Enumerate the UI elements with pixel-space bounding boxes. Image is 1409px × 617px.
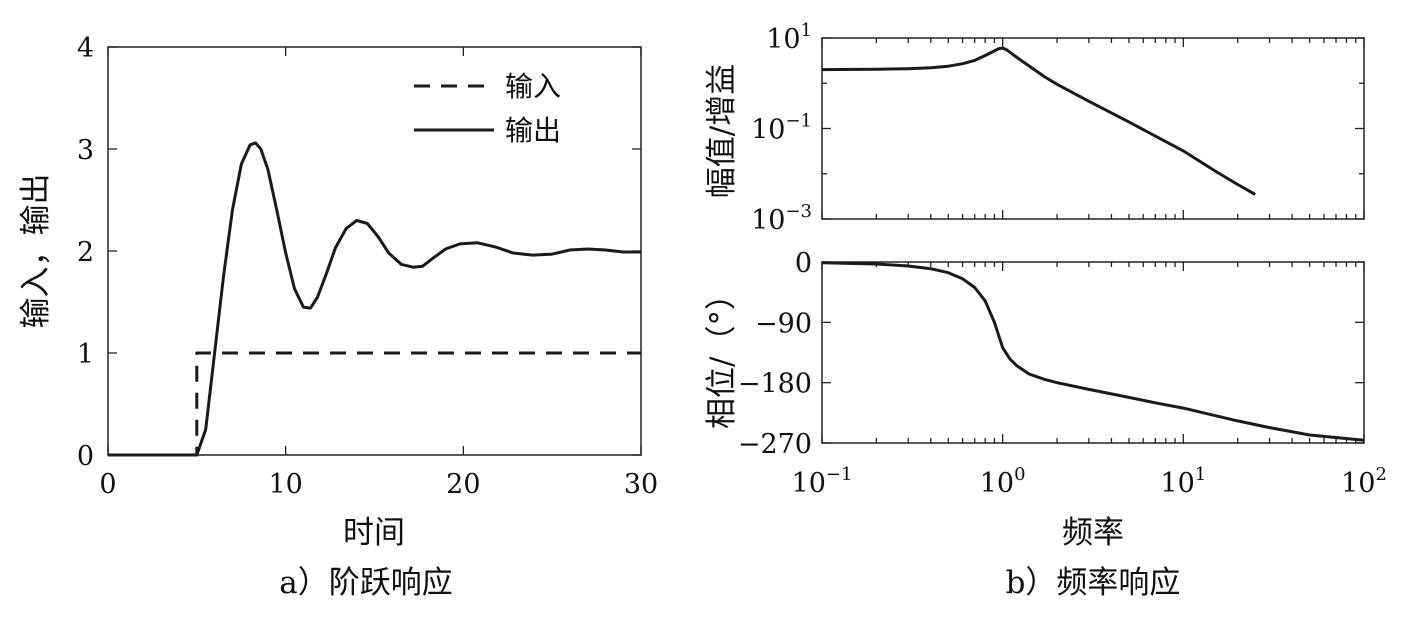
y-tick-label: 0 bbox=[77, 441, 94, 472]
step-response-x-axis-label: 时间 bbox=[343, 515, 405, 551]
series-line-output bbox=[108, 141, 641, 457]
y-tick-label: 3 bbox=[77, 135, 94, 166]
legend-label-input: 输入 bbox=[505, 70, 561, 103]
frequency-response-series bbox=[821, 46, 1365, 442]
x-tick-label: 20 bbox=[446, 469, 480, 500]
phase-line bbox=[821, 261, 1365, 442]
step-response-axis-ticks: 0 10 20 30 0 1 2 3 4 bbox=[77, 33, 658, 500]
legend-label-output: 输出 bbox=[505, 114, 561, 147]
x-tick-label: 10 bbox=[268, 469, 302, 500]
x-tick-label: 0 bbox=[99, 469, 116, 500]
phase-y-axis-label: 相位/（°） bbox=[704, 279, 740, 429]
magnitude-y-tick-label: 101 bbox=[766, 20, 812, 55]
step-response-caption: a）阶跃响应 bbox=[279, 565, 452, 601]
x-tick-label: 30 bbox=[624, 469, 658, 500]
x-tick-label: 102 bbox=[1341, 464, 1387, 499]
step-response-y-axis-label: 输入，输出 bbox=[18, 174, 54, 329]
x-tick-label: 101 bbox=[1160, 464, 1206, 499]
y-tick-label: 4 bbox=[77, 33, 94, 64]
frequency-response-panel: 10−1 100 101 102 101 10−1 10−3 0 −90 −180 −270 幅值/… bbox=[704, 20, 1387, 601]
magnitude-y-tick-label: 10−3 bbox=[751, 201, 812, 236]
magnitude-line bbox=[821, 46, 1256, 196]
phase-y-tick-label: −270 bbox=[738, 429, 812, 460]
phase-y-tick-label: −180 bbox=[738, 369, 812, 400]
x-tick-label: 100 bbox=[980, 464, 1026, 499]
step-response-legend: 输入 输出 bbox=[414, 70, 561, 147]
magnitude-y-tick-label: 10−1 bbox=[751, 111, 812, 146]
step-response-panel: 0 10 20 30 0 1 2 3 4 输入 输出 时间 输入，输出 a）阶跃响应 bbox=[18, 33, 658, 601]
frequency-x-axis-label: 频率 bbox=[1062, 515, 1124, 551]
x-tick-label: 10−1 bbox=[792, 464, 853, 499]
phase-plot-area bbox=[821, 261, 1365, 444]
frequency-response-caption: b）频率响应 bbox=[1006, 565, 1181, 601]
series-line-input bbox=[108, 351, 641, 457]
phase-y-tick-label: −90 bbox=[755, 308, 812, 339]
phase-y-tick-label: 0 bbox=[795, 248, 812, 279]
magnitude-y-axis-label: 幅值/增益 bbox=[704, 64, 740, 198]
y-tick-label: 1 bbox=[77, 339, 94, 370]
y-tick-label: 2 bbox=[77, 237, 94, 268]
magnitude-plot-area bbox=[821, 37, 1365, 220]
step-response-series bbox=[108, 141, 641, 457]
frequency-response-axis-ticks: 10−1 100 101 102 101 10−1 10−3 0 −90 −180 −270 bbox=[738, 20, 1387, 499]
